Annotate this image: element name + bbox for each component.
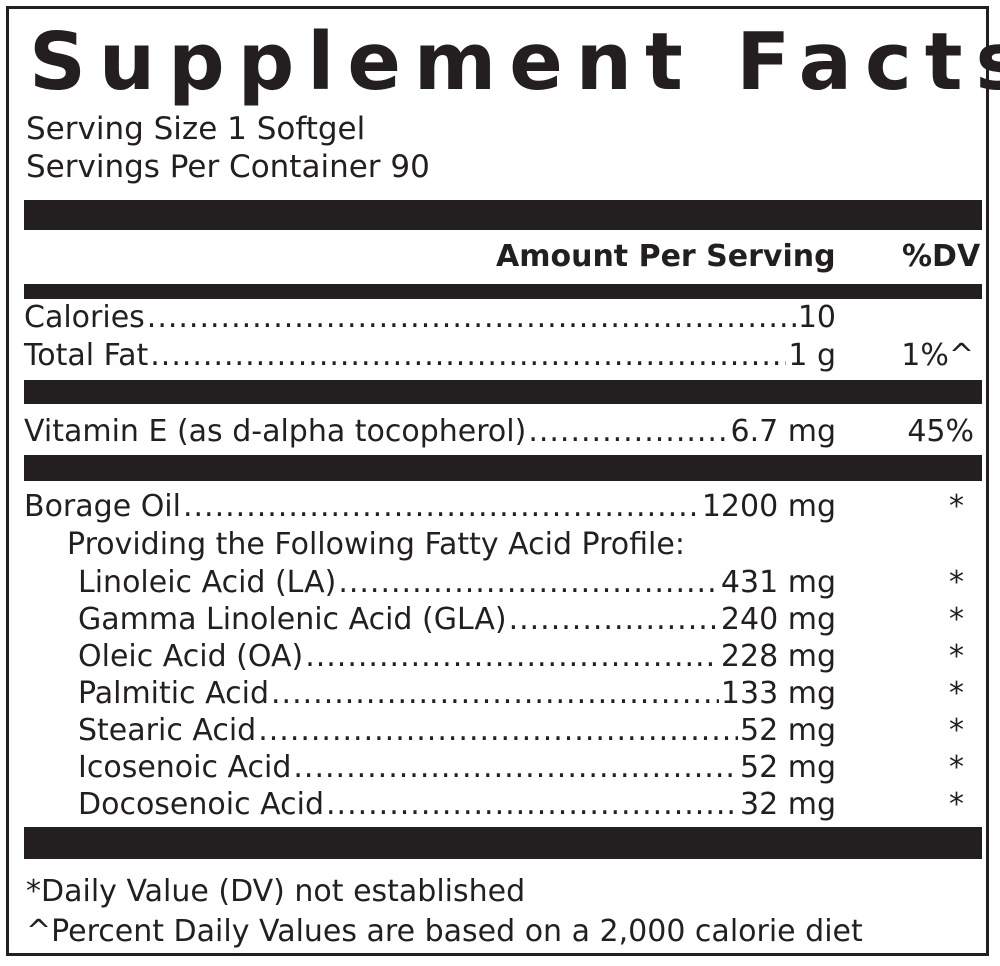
fatty-acid-row: Oleic Acid (OA) 228 mg	[78, 638, 836, 676]
thick-divider	[24, 455, 982, 481]
nutrient-dv: *	[949, 750, 964, 785]
leader-dots	[150, 337, 786, 375]
nutrient-name: Linoleic Acid (LA)	[78, 565, 337, 600]
fatty-acid-row: Gamma Linolenic Acid (GLA) 240 mg	[78, 601, 836, 639]
nutrient-row-total-fat: Total Fat 1 g	[24, 337, 836, 375]
nutrient-name: Stearic Acid	[78, 713, 257, 748]
panel-title: Supplement Facts	[29, 16, 1000, 108]
leader-dots	[293, 749, 738, 787]
nutrient-dv: 45%	[907, 414, 974, 449]
nutrient-amount: 431 mg	[720, 565, 836, 600]
nutrient-amount: 1200 mg	[701, 489, 836, 524]
leader-dots	[183, 488, 700, 526]
leader-dots	[147, 299, 796, 337]
leader-dots	[258, 712, 738, 750]
nutrient-name: Gamma Linolenic Acid (GLA)	[78, 602, 507, 637]
thick-divider	[24, 380, 982, 404]
nutrient-name: Palmitic Acid	[78, 676, 270, 711]
fatty-acid-row: Palmitic Acid 133 mg	[78, 675, 836, 713]
nutrient-dv: *	[949, 565, 964, 600]
nutrient-name: Icosenoic Acid	[78, 750, 292, 785]
leader-dots	[528, 413, 728, 451]
nutrient-amount: 52 mg	[740, 750, 836, 785]
leader-dots	[338, 564, 719, 602]
nutrient-amount: 240 mg	[720, 602, 836, 637]
nutrient-amount: 10	[797, 300, 836, 335]
nutrient-name: Docosenoic Acid	[78, 787, 324, 822]
leader-dots	[326, 786, 738, 824]
nutrient-amount: 228 mg	[720, 639, 836, 674]
nutrient-row-vitamin-e: Vitamin E (as d-alpha tocopherol) 6.7 mg	[24, 413, 836, 451]
dv-header: %DV	[902, 239, 981, 274]
amount-per-serving-header: Amount Per Serving	[496, 239, 836, 274]
servings-per-container: Servings Per Container 90	[26, 149, 430, 185]
nutrient-dv: 1%^	[901, 338, 974, 373]
nutrient-amount: 133 mg	[720, 676, 836, 711]
thick-divider	[24, 827, 982, 859]
nutrient-amount: 52 mg	[740, 713, 836, 748]
footnote-dv-not-established: *Daily Value (DV) not established	[26, 874, 526, 909]
nutrient-name: Total Fat	[24, 338, 149, 373]
leader-dots	[305, 638, 719, 676]
fatty-acid-row: Docosenoic Acid 32 mg	[78, 786, 836, 824]
nutrient-row-borage-oil: Borage Oil 1200 mg	[24, 488, 836, 526]
nutrient-row-calories: Calories 10	[24, 299, 836, 337]
nutrient-dv: *	[949, 787, 964, 822]
nutrient-dv: *	[949, 639, 964, 674]
nutrient-name: Oleic Acid (OA)	[78, 639, 304, 674]
fatty-acid-row: Linoleic Acid (LA) 431 mg	[78, 564, 836, 602]
nutrient-dv: *	[949, 676, 964, 711]
nutrient-amount: 6.7 mg	[730, 414, 836, 449]
fatty-acid-row: Icosenoic Acid 52 mg	[78, 749, 836, 787]
nutrient-dv: *	[949, 489, 964, 524]
fatty-acid-profile-label: Providing the Following Fatty Acid Profi…	[67, 527, 685, 562]
nutrient-name: Borage Oil	[24, 489, 181, 524]
nutrient-amount: 1 g	[788, 338, 836, 373]
serving-size: Serving Size 1 Softgel	[26, 111, 366, 147]
nutrient-dv: *	[949, 713, 964, 748]
nutrient-name: Vitamin E (as d-alpha tocopherol)	[24, 414, 527, 449]
leader-dots	[509, 601, 719, 639]
nutrient-amount: 32 mg	[740, 787, 836, 822]
supplement-facts-panel: Supplement Facts Serving Size 1 Softgel …	[6, 6, 1000, 956]
footnote-percent-dv: ^Percent Daily Values are based on a 2,0…	[26, 914, 863, 949]
thick-divider	[24, 200, 982, 230]
divider	[24, 284, 982, 299]
fatty-acid-row: Stearic Acid 52 mg	[78, 712, 836, 750]
nutrient-name: Calories	[24, 300, 145, 335]
nutrient-dv: *	[949, 602, 964, 637]
leader-dots	[271, 675, 719, 713]
